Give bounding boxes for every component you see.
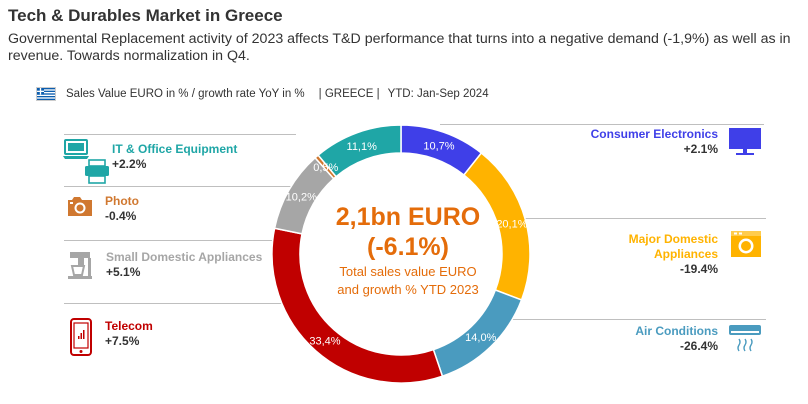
donut-label-it-office-equipment: 11,1%: [347, 141, 378, 153]
air-conditioner-icon: [729, 325, 761, 352]
category-it-label: IT & Office Equipment: [112, 142, 238, 156]
category-mda-growth: -19.4%: [679, 262, 718, 276]
center-caption-line2: and growth % YTD 2023: [337, 282, 479, 297]
category-photo-growth: -0.4%: [105, 209, 137, 223]
divider-telecom: [64, 303, 294, 304]
donut-label-photo: 0,5%: [313, 162, 338, 174]
camera-icon: [68, 197, 92, 216]
page-subtitle: Governmental Replacement activity of 202…: [8, 31, 791, 64]
donut-label-major-domestic-appliances: 20,1%: [496, 219, 527, 231]
filter-measure: Sales Value EURO in % / growth rate YoY …: [66, 88, 305, 100]
category-ce-growth: +2.1%: [683, 142, 718, 156]
donut-center-summary: 2,1bn EURO (-6.1%) Total sales value EUR…: [318, 202, 498, 298]
divider-ac: [512, 319, 766, 320]
divider-photo: [64, 186, 292, 187]
smartphone-icon: [70, 318, 92, 356]
category-ac-growth: -26.4%: [679, 339, 718, 353]
category-sda: Small Domestic Appliances +5.1%: [106, 250, 262, 280]
category-ce-label: Consumer Electronics: [590, 127, 718, 141]
category-it: IT & Office Equipment +2.2%: [112, 142, 237, 172]
category-telecom-label: Telecom: [105, 319, 153, 333]
category-mda-label-line2: Appliances: [653, 247, 718, 261]
donut-label-air-conditions: 14,0%: [465, 332, 496, 344]
divider-ce: [440, 124, 764, 125]
category-photo-label: Photo: [105, 194, 139, 208]
laptop-printer-icon: [63, 139, 109, 184]
category-sda-growth: +5.1%: [106, 265, 141, 279]
divider-it: [64, 134, 296, 135]
category-mda: Major Domestic Appliances -19.4%: [629, 232, 718, 277]
donut-label-telecom: 33,4%: [309, 335, 340, 347]
mixer-icon: [68, 252, 92, 279]
donut-slice-it-office-equipment: [317, 124, 402, 178]
tv-icon: [729, 128, 761, 155]
category-sda-label: Small Domestic Appliances: [106, 250, 263, 264]
total-sales-value: 2,1bn EURO: [335, 203, 481, 231]
category-ce: Consumer Electronics +2.1%: [591, 127, 718, 157]
page-title: Tech & Durables Market in Greece: [8, 6, 283, 25]
filter-period: YTD: Jan-Sep 2024: [387, 88, 489, 100]
center-caption-line1: Total sales value EURO: [339, 264, 477, 279]
category-photo: Photo -0.4%: [105, 194, 139, 224]
category-ac: Air Conditions -26.4%: [635, 324, 718, 354]
greece-flag-icon: [36, 87, 56, 101]
donut-label-consumer-electronics: 10,7%: [423, 140, 454, 152]
category-ac-label: Air Conditions: [635, 324, 718, 338]
filter-bar: Sales Value EURO in % / growth rate YoY …: [36, 87, 489, 101]
category-mda-label-line1: Major Domestic: [628, 232, 718, 246]
total-growth: (-6.1%): [367, 233, 449, 261]
category-telecom: Telecom +7.5%: [105, 319, 153, 349]
category-it-growth: +2.2%: [112, 157, 147, 171]
divider-sda: [64, 240, 276, 241]
divider-mda: [516, 218, 766, 219]
donut-label-small-domestic-appliances: 10,2%: [286, 192, 317, 204]
category-telecom-growth: +7.5%: [105, 334, 140, 348]
filter-country: | GREECE |: [318, 88, 380, 100]
washing-machine-icon: [731, 231, 761, 257]
